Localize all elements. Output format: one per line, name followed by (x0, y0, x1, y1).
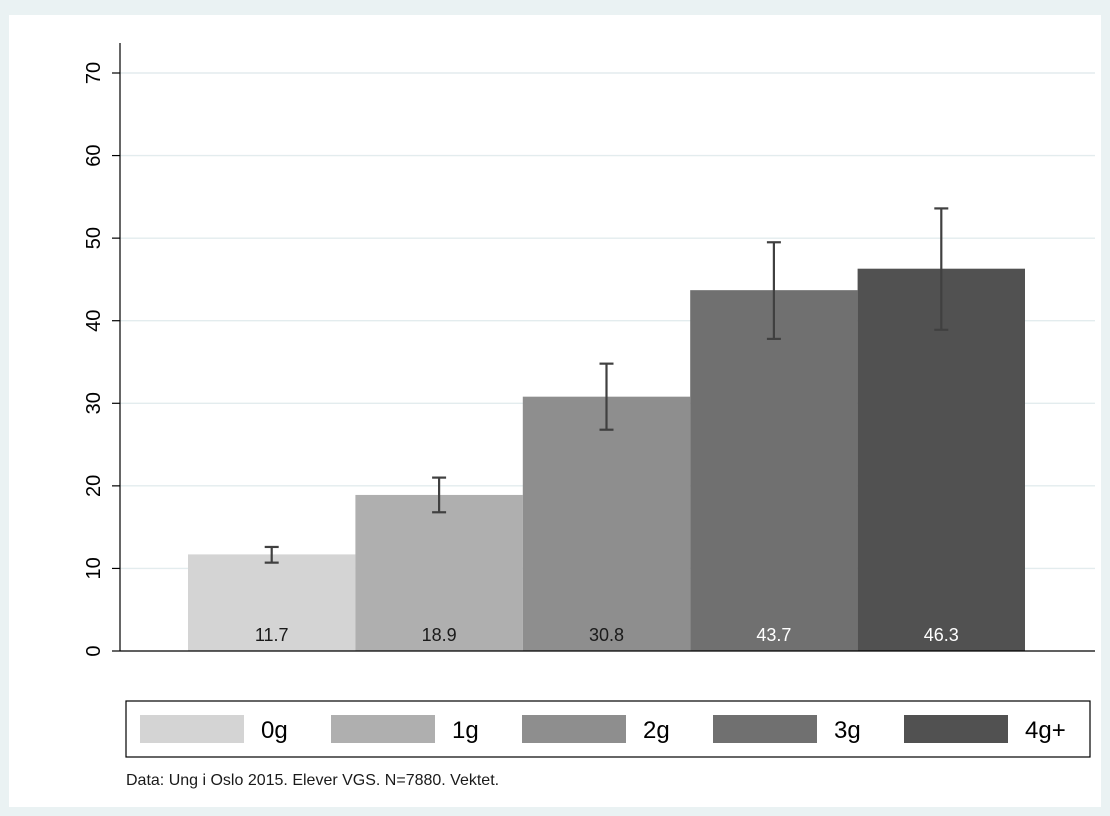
bar-0g (188, 554, 356, 651)
bars (188, 268, 1025, 651)
axes (119, 43, 1095, 652)
bar-2g (522, 396, 691, 651)
bar-4g+ (857, 268, 1025, 651)
legend-label: 4g+ (1025, 717, 1066, 744)
value-label: 18.9 (422, 625, 457, 645)
y-axis-ticks: 0 10 20 30 40 50 60 70 (83, 62, 120, 657)
y-tick-label: 70 (83, 62, 105, 84)
legend-label: 1g (452, 717, 479, 744)
y-tick-label: 30 (83, 392, 105, 414)
value-label: 46.3 (924, 625, 959, 645)
legend: 0g 1g 2g 3g 4g+ (125, 700, 1091, 758)
legend-label: 3g (834, 717, 861, 744)
bar-3g (690, 290, 858, 651)
legend-label: 0g (261, 717, 288, 744)
data-source-note: Data: Ung i Oslo 2015. Elever VGS. N=788… (126, 772, 499, 789)
legend-label: 2g (643, 717, 670, 744)
legend-swatch-0g (140, 715, 244, 743)
value-label: 11.7 (255, 625, 289, 645)
legend-swatch-3g (713, 715, 817, 743)
y-tick-label: 20 (83, 475, 105, 497)
bar-1g (355, 494, 523, 651)
value-labels: 11.7 18.9 30.8 43.7 46.3 (255, 625, 959, 645)
y-tick-label: 10 (83, 557, 105, 579)
y-tick-label: 60 (83, 144, 105, 166)
value-label: 43.7 (756, 625, 791, 645)
y-tick-label: 50 (83, 227, 105, 249)
legend-swatch-4g+ (904, 715, 1008, 743)
y-tick-label: 40 (83, 310, 105, 332)
legend-swatch-2g (522, 715, 626, 743)
legend-swatch-1g (331, 715, 435, 743)
value-label: 30.8 (589, 625, 624, 645)
error-bars (264, 207, 949, 564)
y-tick-label: 0 (83, 645, 105, 656)
